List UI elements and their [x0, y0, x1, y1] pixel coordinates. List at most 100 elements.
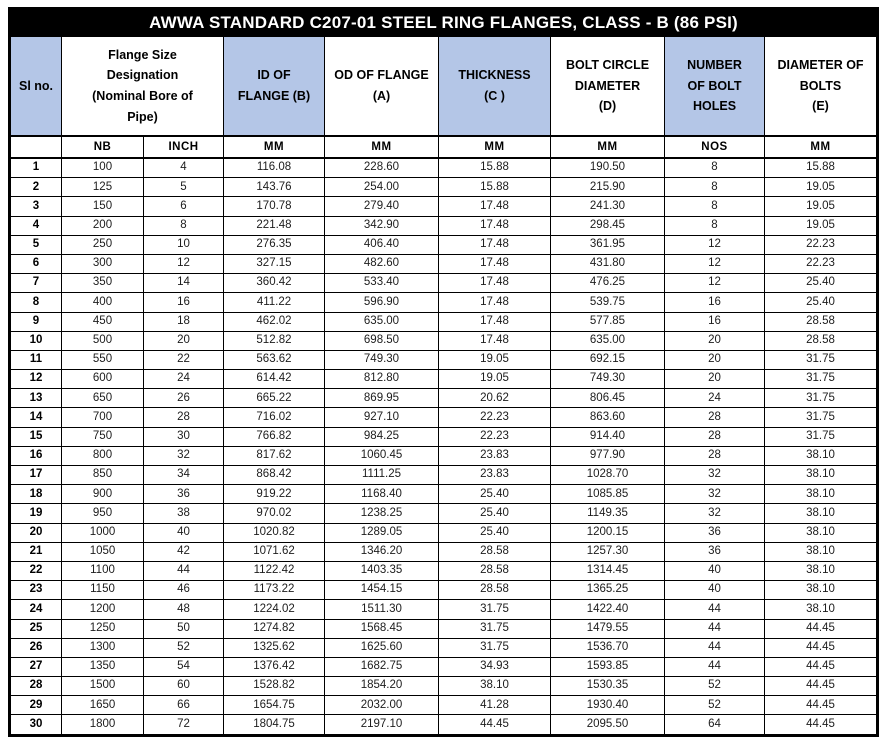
sl-no-cell: 4 [9, 215, 62, 236]
inch-cell: 48 [143, 599, 224, 620]
bolt-circle-diameter-cell: 1479.55 [550, 618, 665, 639]
thickness-cell: 17.48 [438, 292, 551, 313]
table-row: 2 125 5 143.76 254.00 15.88 215.90 8 19.05 [9, 177, 878, 198]
bolt-diameter-cell: 44.45 [764, 676, 878, 697]
od-of-flange-cell: 1682.75 [324, 656, 439, 678]
sl-no-cell: 21 [9, 541, 62, 562]
thickness-cell: 28.58 [438, 580, 551, 601]
od-of-flange-cell: 596.90 [324, 292, 439, 313]
id-of-flange-cell: 563.62 [223, 349, 325, 371]
bolt-diameter-cell: 38.10 [764, 464, 878, 486]
nb-cell: 1050 [61, 541, 144, 562]
thickness-cell: 15.88 [438, 157, 551, 179]
od-of-flange-cell: 1454.15 [324, 580, 439, 601]
bolt-diameter-cell: 38.10 [764, 599, 878, 620]
bolt-diameter-cell: 31.75 [764, 407, 878, 428]
thickness-cell: 28.58 [438, 541, 551, 562]
thickness-cell: 15.88 [438, 177, 551, 198]
bolt-holes-cell: 28 [664, 407, 765, 428]
od-of-flange-cell: 1111.25 [324, 464, 439, 486]
bolt-diameter-cell: 38.10 [764, 445, 878, 467]
id-of-flange-cell: 411.22 [223, 292, 325, 313]
bolt-diameter-cell: 25.40 [764, 273, 878, 294]
nb-cell: 600 [61, 369, 144, 390]
bolt-circle-diameter-cell: 1422.40 [550, 599, 665, 620]
bolt-diameter-cell: 31.75 [764, 369, 878, 390]
id-of-flange-cell: 970.02 [223, 503, 325, 524]
sl-no-cell: 7 [9, 273, 62, 294]
header-sl-no: Sl no. [9, 36, 62, 137]
bolt-circle-diameter-cell: 635.00 [550, 330, 665, 351]
table-row: 28 1500 60 1528.82 1854.20 38.10 1530.35 52 44.4… [9, 676, 878, 697]
id-of-flange-cell: 766.82 [223, 426, 325, 447]
sl-no-cell: 30 [9, 714, 62, 736]
nb-cell: 125 [61, 177, 144, 198]
bolt-holes-cell: 32 [664, 484, 765, 505]
nb-cell: 200 [61, 215, 144, 236]
od-of-flange-cell: 2197.10 [324, 714, 439, 736]
bolt-holes-cell: 52 [664, 676, 765, 697]
thickness-cell: 17.48 [438, 311, 551, 332]
bolt-circle-diameter-cell: 298.45 [550, 215, 665, 236]
bolt-diameter-cell: 22.23 [764, 234, 878, 255]
od-of-flange-cell: 1625.60 [324, 637, 439, 658]
nb-cell: 1300 [61, 637, 144, 658]
thickness-cell: 28.58 [438, 560, 551, 582]
id-of-flange-cell: 512.82 [223, 330, 325, 351]
sl-no-cell: 13 [9, 388, 62, 409]
thickness-cell: 25.40 [438, 503, 551, 524]
bolt-holes-cell: 20 [664, 369, 765, 390]
bolt-circle-diameter-cell: 1200.15 [550, 522, 665, 543]
bolt-holes-cell: 20 [664, 330, 765, 351]
bolt-holes-cell: 28 [664, 426, 765, 447]
table-row: 30 1800 72 1804.75 2197.10 44.45 2095.50 64 44.4… [9, 714, 878, 736]
bolt-circle-diameter-cell: 539.75 [550, 292, 665, 313]
inch-cell: 60 [143, 676, 224, 697]
inch-cell: 34 [143, 464, 224, 486]
bolt-holes-cell: 32 [664, 464, 765, 486]
table-row: 1 100 4 116.08 228.60 15.88 190.50 8 15.88 [9, 157, 878, 179]
bolt-holes-cell: 40 [664, 580, 765, 601]
bolt-holes-cell: 64 [664, 714, 765, 736]
inch-cell: 6 [143, 196, 224, 217]
bolt-circle-diameter-cell: 1149.35 [550, 503, 665, 524]
sl-no-cell: 19 [9, 503, 62, 524]
table-row: 15 750 30 766.82 984.25 22.23 914.40 28 31.75 [9, 426, 878, 447]
table-row: 11 550 22 563.62 749.30 19.05 692.15 20 31.75 [9, 349, 878, 371]
sl-no-cell: 27 [9, 656, 62, 678]
id-of-flange-cell: 1325.62 [223, 637, 325, 658]
nb-cell: 700 [61, 407, 144, 428]
id-of-flange-cell: 919.22 [223, 484, 325, 505]
bolt-holes-cell: 44 [664, 637, 765, 658]
inch-cell: 26 [143, 388, 224, 409]
od-of-flange-cell: 279.40 [324, 196, 439, 217]
spreadsheet-canvas: AWWA STANDARD C207-01 STEEL RING FLANGES… [8, 7, 879, 737]
thickness-cell: 19.05 [438, 369, 551, 390]
sl-no-cell: 24 [9, 599, 62, 620]
nb-cell: 500 [61, 330, 144, 351]
od-of-flange-cell: 869.95 [324, 388, 439, 409]
thickness-cell: 23.83 [438, 464, 551, 486]
sl-no-cell: 3 [9, 196, 62, 217]
inch-cell: 14 [143, 273, 224, 294]
bolt-diameter-cell: 19.05 [764, 196, 878, 217]
thickness-cell: 17.48 [438, 253, 551, 275]
bolt-circle-diameter-cell: 241.30 [550, 196, 665, 217]
id-of-flange-cell: 143.76 [223, 177, 325, 198]
bolt-holes-cell: 8 [664, 157, 765, 179]
od-of-flange-cell: 406.40 [324, 234, 439, 255]
bolt-holes-cell: 12 [664, 253, 765, 275]
bolt-diameter-cell: 44.45 [764, 637, 878, 658]
bolt-diameter-cell: 38.10 [764, 484, 878, 505]
bolt-holes-cell: 52 [664, 695, 765, 716]
units-od-mm: MM [324, 135, 439, 159]
table-row: 5 250 10 276.35 406.40 17.48 361.95 12 22.23 [9, 234, 878, 255]
header-flange-size-designation: Flange Size Designation (Nominal Bore of… [61, 36, 224, 137]
inch-cell: 42 [143, 541, 224, 562]
bolt-circle-diameter-cell: 361.95 [550, 234, 665, 255]
sl-no-cell: 28 [9, 676, 62, 697]
bolt-holes-cell: 36 [664, 522, 765, 543]
bolt-diameter-cell: 44.45 [764, 695, 878, 716]
thickness-cell: 31.75 [438, 599, 551, 620]
bolt-diameter-cell: 38.10 [764, 522, 878, 543]
